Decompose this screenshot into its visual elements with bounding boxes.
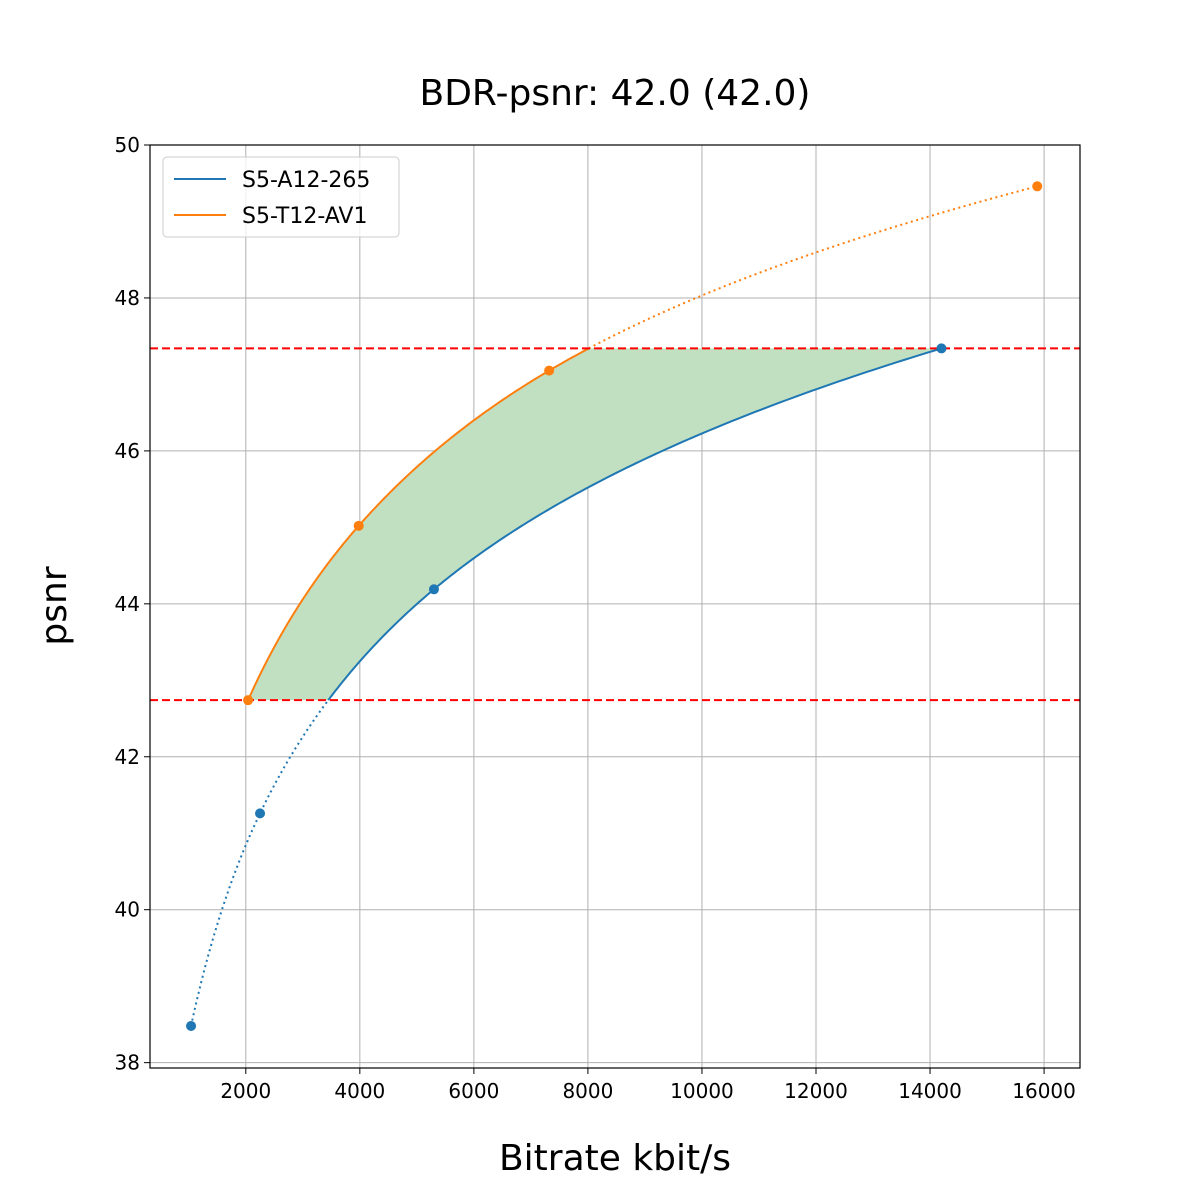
curve-extrapolated (588, 185, 1038, 350)
y-tick-label: 40 (115, 898, 140, 922)
legend: S5-A12-265 S5-T12-AV1 (162, 156, 400, 238)
y-tick-label: 38 (115, 1051, 140, 1075)
legend-label: S5-A12-265 (242, 168, 370, 193)
x-tick-label: 16000 (1012, 1079, 1076, 1103)
y-tick-label: 48 (115, 286, 140, 310)
x-tick-label: 10000 (670, 1079, 734, 1103)
point (936, 343, 947, 354)
point (353, 520, 364, 531)
x-tick-label: 4000 (334, 1079, 385, 1103)
x-tick-label: 6000 (448, 1079, 499, 1103)
x-tick-label: 8000 (562, 1079, 613, 1103)
y-axis-label: psnr (34, 566, 75, 645)
point (1032, 181, 1043, 192)
y-tick-label: 46 (115, 439, 140, 463)
curve-extrapolated (190, 699, 330, 1027)
y-tick-label: 50 (115, 133, 140, 157)
legend-label: S5-T12-AV1 (242, 204, 367, 229)
point (243, 695, 254, 706)
point (255, 808, 266, 819)
y-tick-label: 44 (115, 592, 140, 616)
curve (327, 347, 942, 701)
bd-area (248, 348, 942, 701)
x-tick-label: 2000 (220, 1079, 271, 1103)
x-tick-label: 12000 (784, 1079, 848, 1103)
chart-title: BDR-psnr: 42.0 (42.0) (420, 73, 811, 114)
point (186, 1020, 197, 1031)
point (428, 584, 439, 595)
legend-box (162, 156, 400, 238)
x-tick-label: 14000 (898, 1079, 962, 1103)
x-axis-label: Bitrate kbit/s (499, 1138, 731, 1179)
plot-frame (149, 144, 1081, 1069)
y-tick-label: 42 (115, 745, 140, 769)
point (544, 365, 555, 376)
